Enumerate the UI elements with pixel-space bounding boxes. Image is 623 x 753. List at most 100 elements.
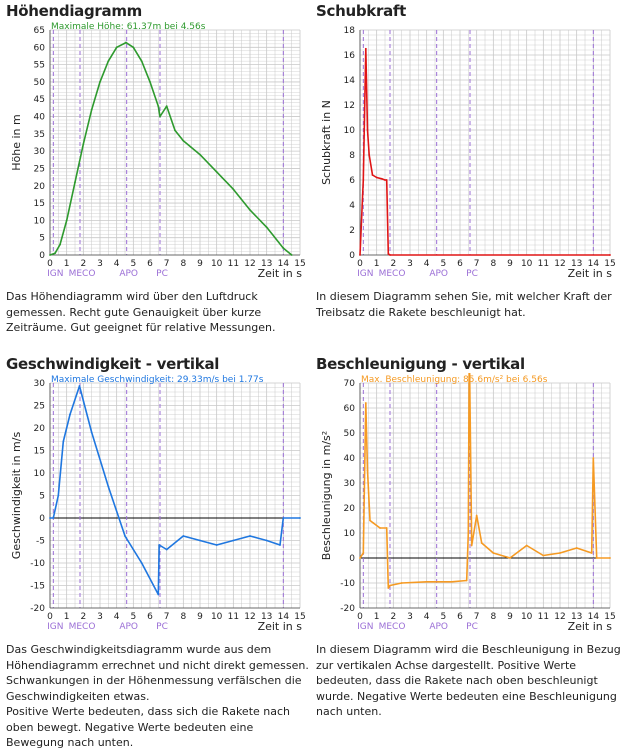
x-tick-label: 13 (571, 612, 582, 622)
y-axis-label: Höhe in m (10, 114, 23, 170)
data-point (384, 179, 386, 181)
data-point (215, 171, 218, 173)
x-tick-label: 13 (261, 612, 272, 622)
data-point (182, 535, 185, 537)
y-tick-label: 18 (344, 26, 356, 36)
data-point (124, 535, 126, 537)
x-tick-label: 3 (407, 259, 413, 269)
x-tick-label: 1 (64, 259, 70, 269)
data-point (575, 547, 578, 549)
data-point (609, 254, 611, 256)
x-tick-label: 7 (164, 612, 170, 622)
data-point (387, 587, 390, 589)
data-point (465, 579, 468, 582)
y-tick-label: -10 (340, 579, 355, 589)
x-tick-label: 2 (390, 612, 396, 622)
velocity-panel: Geschwindigkeit - vertikal IGN MECO APO PC 0… (6, 355, 311, 751)
x-tick-label: 5 (440, 259, 446, 269)
data-point (78, 385, 81, 387)
y-tick-label: 55 (34, 61, 45, 71)
y-tick-label: 0 (349, 554, 355, 564)
data-point (559, 552, 561, 554)
event-label: APO (119, 622, 138, 632)
data-point (385, 179, 388, 181)
data-point (115, 46, 118, 49)
x-tick-label: 10 (211, 612, 223, 622)
y-tick-label: 15 (34, 199, 45, 209)
data-point (132, 46, 135, 49)
data-point (375, 176, 378, 179)
x-tick-label: 14 (278, 259, 290, 269)
height-description-text: Das Höhendiagramm wird über den Luftdruc… (6, 290, 276, 334)
data-point (282, 247, 285, 249)
data-point (65, 219, 68, 222)
x-tick-label: 1 (374, 612, 380, 622)
event-label: IGN (47, 622, 63, 632)
accel-title: Beschleunigung - vertikal (316, 355, 525, 373)
x-axis-label: Zeit in s (258, 620, 303, 633)
x-tick-label: 4 (114, 259, 120, 269)
x-tick-label: 0 (47, 612, 53, 622)
x-tick-label: 1 (64, 612, 70, 622)
data-point (265, 226, 268, 229)
x-tick-label: 6 (457, 612, 463, 622)
data-point (107, 485, 110, 488)
series-line (49, 41, 293, 256)
data-point (49, 254, 51, 256)
data-point (279, 544, 281, 546)
x-tick-label: 1 (374, 259, 380, 269)
x-tick-label: 0 (357, 612, 363, 622)
event-label: MECO (379, 622, 406, 632)
x-tick-label: 8 (180, 259, 186, 269)
data-point (380, 177, 383, 180)
data-point (299, 517, 301, 519)
x-tick-label: 6 (457, 259, 463, 269)
data-point (157, 105, 160, 108)
y-tick-label: -20 (340, 604, 355, 614)
event-label: MECO (69, 269, 96, 279)
event-label: IGN (357, 269, 373, 279)
y-tick-label: 70 (344, 379, 356, 389)
thrust-panel: Schubkraft IGN MECO APO PC 0 1 2 3 4 5 6 7 8 9 10 11 12 1… (316, 2, 621, 320)
thrust-description: In diesem Diagramm sehen Sie, mit welche… (316, 289, 621, 320)
data-point (366, 129, 369, 131)
y-tick-label: 60 (344, 404, 356, 414)
x-tick-label: 3 (407, 612, 413, 622)
y-tick-label: 30 (34, 147, 46, 157)
data-point (542, 554, 545, 557)
y-tick-label: 0 (349, 251, 355, 261)
x-tick-label: 12 (554, 259, 565, 269)
y-tick-label: 30 (34, 379, 46, 389)
data-point (364, 402, 367, 404)
data-point (232, 539, 235, 542)
x-tick-label: 7 (474, 612, 480, 622)
x-tick-label: 5 (130, 612, 136, 622)
data-point (57, 494, 60, 497)
x-axis-label: Zeit in s (568, 267, 613, 280)
y-tick-label: 20 (34, 182, 46, 192)
data-point (595, 557, 598, 559)
x-tick-label: 5 (130, 259, 136, 269)
data-point (470, 544, 473, 547)
event-label: APO (429, 269, 448, 279)
data-point (99, 81, 101, 83)
data-point (368, 154, 371, 156)
y-tick-label: 10 (344, 126, 356, 136)
accel-chart: IGN MECO APO PC0 1 2 3 4 5 6 7 8 9 10 11 12 13 14 15-20-10… (320, 343, 616, 633)
max-annotation: Max. Beschleunigung: 85.6m/s² bei 6.56s (361, 375, 548, 385)
data-point (467, 532, 470, 534)
data-point (362, 179, 365, 181)
data-point (371, 174, 374, 176)
event-label: APO (119, 269, 138, 279)
data-point (362, 552, 365, 554)
x-tick-label: 13 (261, 259, 272, 269)
data-point (389, 254, 391, 256)
data-point (125, 41, 127, 44)
data-point (425, 580, 428, 583)
x-tick-label: 7 (474, 259, 480, 269)
data-point (199, 153, 201, 156)
y-tick-label: 50 (344, 429, 356, 439)
data-point (174, 129, 176, 132)
y-tick-label: 10 (344, 529, 356, 539)
x-tick-label: 13 (571, 259, 582, 269)
